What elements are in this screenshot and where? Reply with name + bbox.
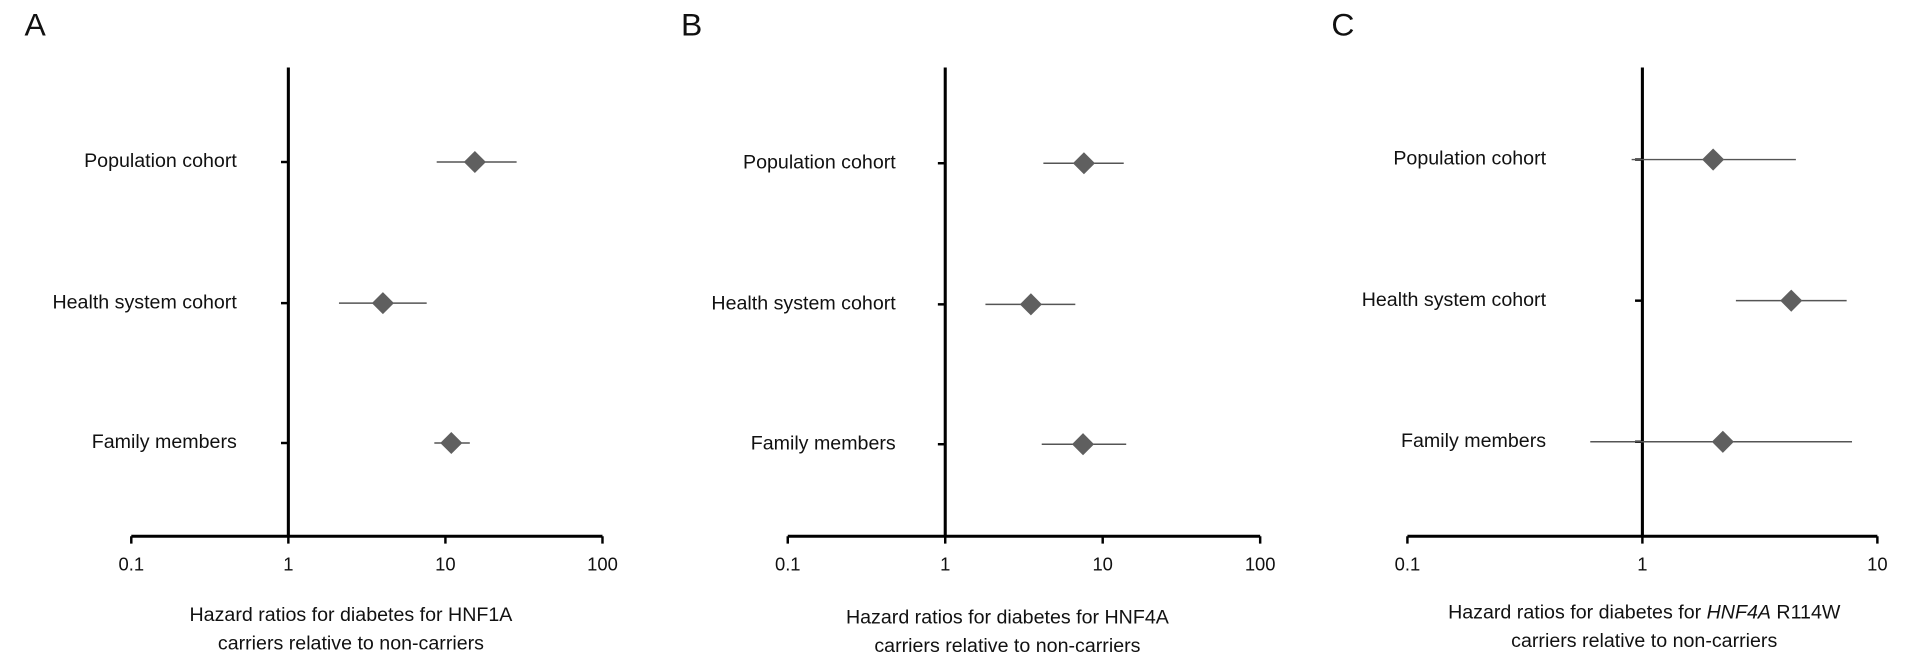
category-label: Population cohort	[743, 151, 896, 173]
category-label: Health system cohort	[52, 291, 237, 313]
estimate-diamond	[1019, 293, 1042, 316]
estimate-diamond	[1072, 152, 1095, 175]
category-label: Population cohort	[84, 150, 237, 172]
estimate-diamond	[1711, 430, 1734, 453]
x-tick-label: 0.1	[1395, 554, 1421, 575]
x-tick-label: 0.1	[119, 554, 145, 575]
x-axis-label-part: R114W	[1771, 602, 1841, 624]
x-axis-label: Hazard ratios for diabetes for HNF4A	[846, 607, 1170, 629]
category-label: Family members	[1401, 430, 1546, 452]
panel-letter: A	[25, 6, 47, 42]
x-tick-label: 1	[283, 554, 293, 575]
x-axis-label: carriers relative to non-carriers	[1511, 630, 1777, 652]
x-tick-label: 1	[1637, 554, 1647, 575]
category-label: Family members	[92, 431, 237, 453]
estimate-diamond	[371, 292, 394, 315]
estimate-diamond	[440, 431, 463, 455]
panel-letter: C	[1331, 6, 1354, 42]
x-axis-label-part: HNF4A	[1707, 602, 1771, 624]
estimate-diamond	[1780, 289, 1803, 312]
x-axis-label: Hazard ratios for diabetes for HNF4A R11…	[1448, 602, 1841, 624]
category-label: Health system cohort	[1362, 289, 1547, 311]
panel-letter: B	[681, 6, 702, 42]
x-tick-label: 10	[435, 554, 455, 575]
estimate-diamond	[1702, 148, 1725, 171]
x-axis-label: Hazard ratios for diabetes for HNF1A	[190, 604, 514, 626]
x-tick-label: 1	[940, 554, 950, 575]
x-axis-label: carriers relative to non-carriers	[874, 635, 1140, 657]
estimate-diamond	[463, 150, 486, 174]
category-label: Health system cohort	[711, 293, 896, 315]
category-label: Population cohort	[1393, 148, 1546, 170]
x-axis-label: carriers relative to non-carriers	[218, 632, 484, 654]
x-axis-label-part: Hazard ratios for diabetes for	[1448, 602, 1707, 624]
x-tick-label: 100	[1245, 554, 1276, 575]
x-tick-label: 100	[587, 554, 618, 575]
x-tick-label: 10	[1867, 554, 1887, 575]
category-label: Family members	[751, 432, 896, 454]
x-tick-label: 10	[1092, 554, 1112, 575]
estimate-diamond	[1071, 433, 1095, 456]
x-tick-label: 0.1	[775, 554, 801, 575]
